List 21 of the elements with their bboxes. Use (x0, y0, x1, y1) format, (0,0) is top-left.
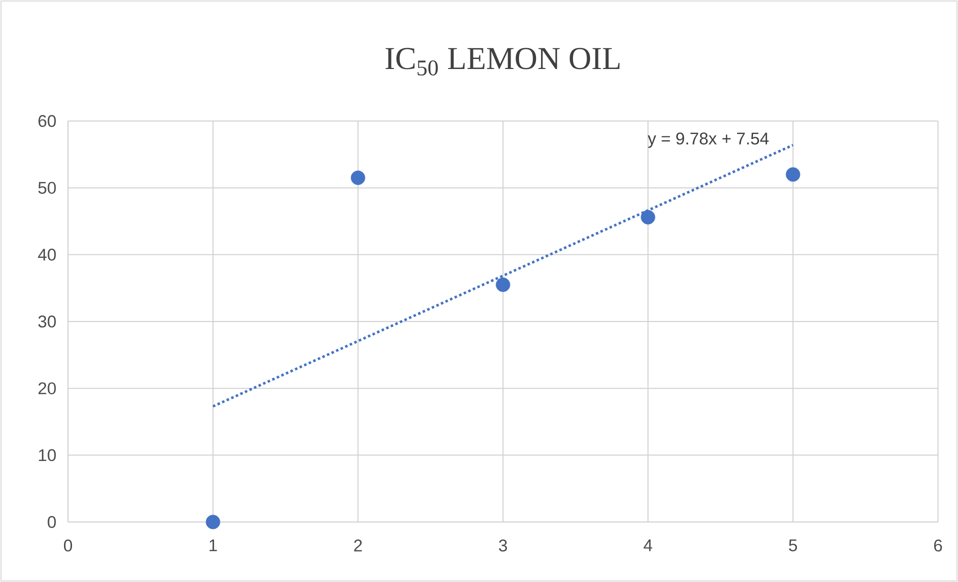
point (640, 210, 656, 224)
y-tick-label: 10 (38, 449, 56, 462)
x-tick-label: 2 (354, 540, 362, 552)
point (350, 170, 366, 186)
y-tick-label: 60 (38, 115, 56, 127)
y-tick-label: 20 (38, 382, 56, 394)
y-tick-label: 0 (48, 516, 56, 528)
x-tick-label: 1 (210, 540, 217, 552)
point (786, 167, 800, 182)
y-tick-label: 50 (38, 182, 56, 194)
x-tick-label: 5 (788, 540, 797, 552)
point (206, 514, 220, 530)
point (496, 278, 510, 292)
x-tick-label: 3 (498, 540, 507, 552)
annotation: y = 9.78x + 7.54 (648, 132, 769, 148)
y-tick-label: 40 (38, 248, 56, 261)
x-tick-label: 4 (644, 540, 652, 552)
y-tick-label: 30 (38, 316, 56, 328)
x-tick-label: 6 (934, 540, 942, 552)
x-tick-label: 0 (64, 540, 72, 552)
chart-title: IC$_{50}$ LEMON OIL (386, 48, 620, 76)
